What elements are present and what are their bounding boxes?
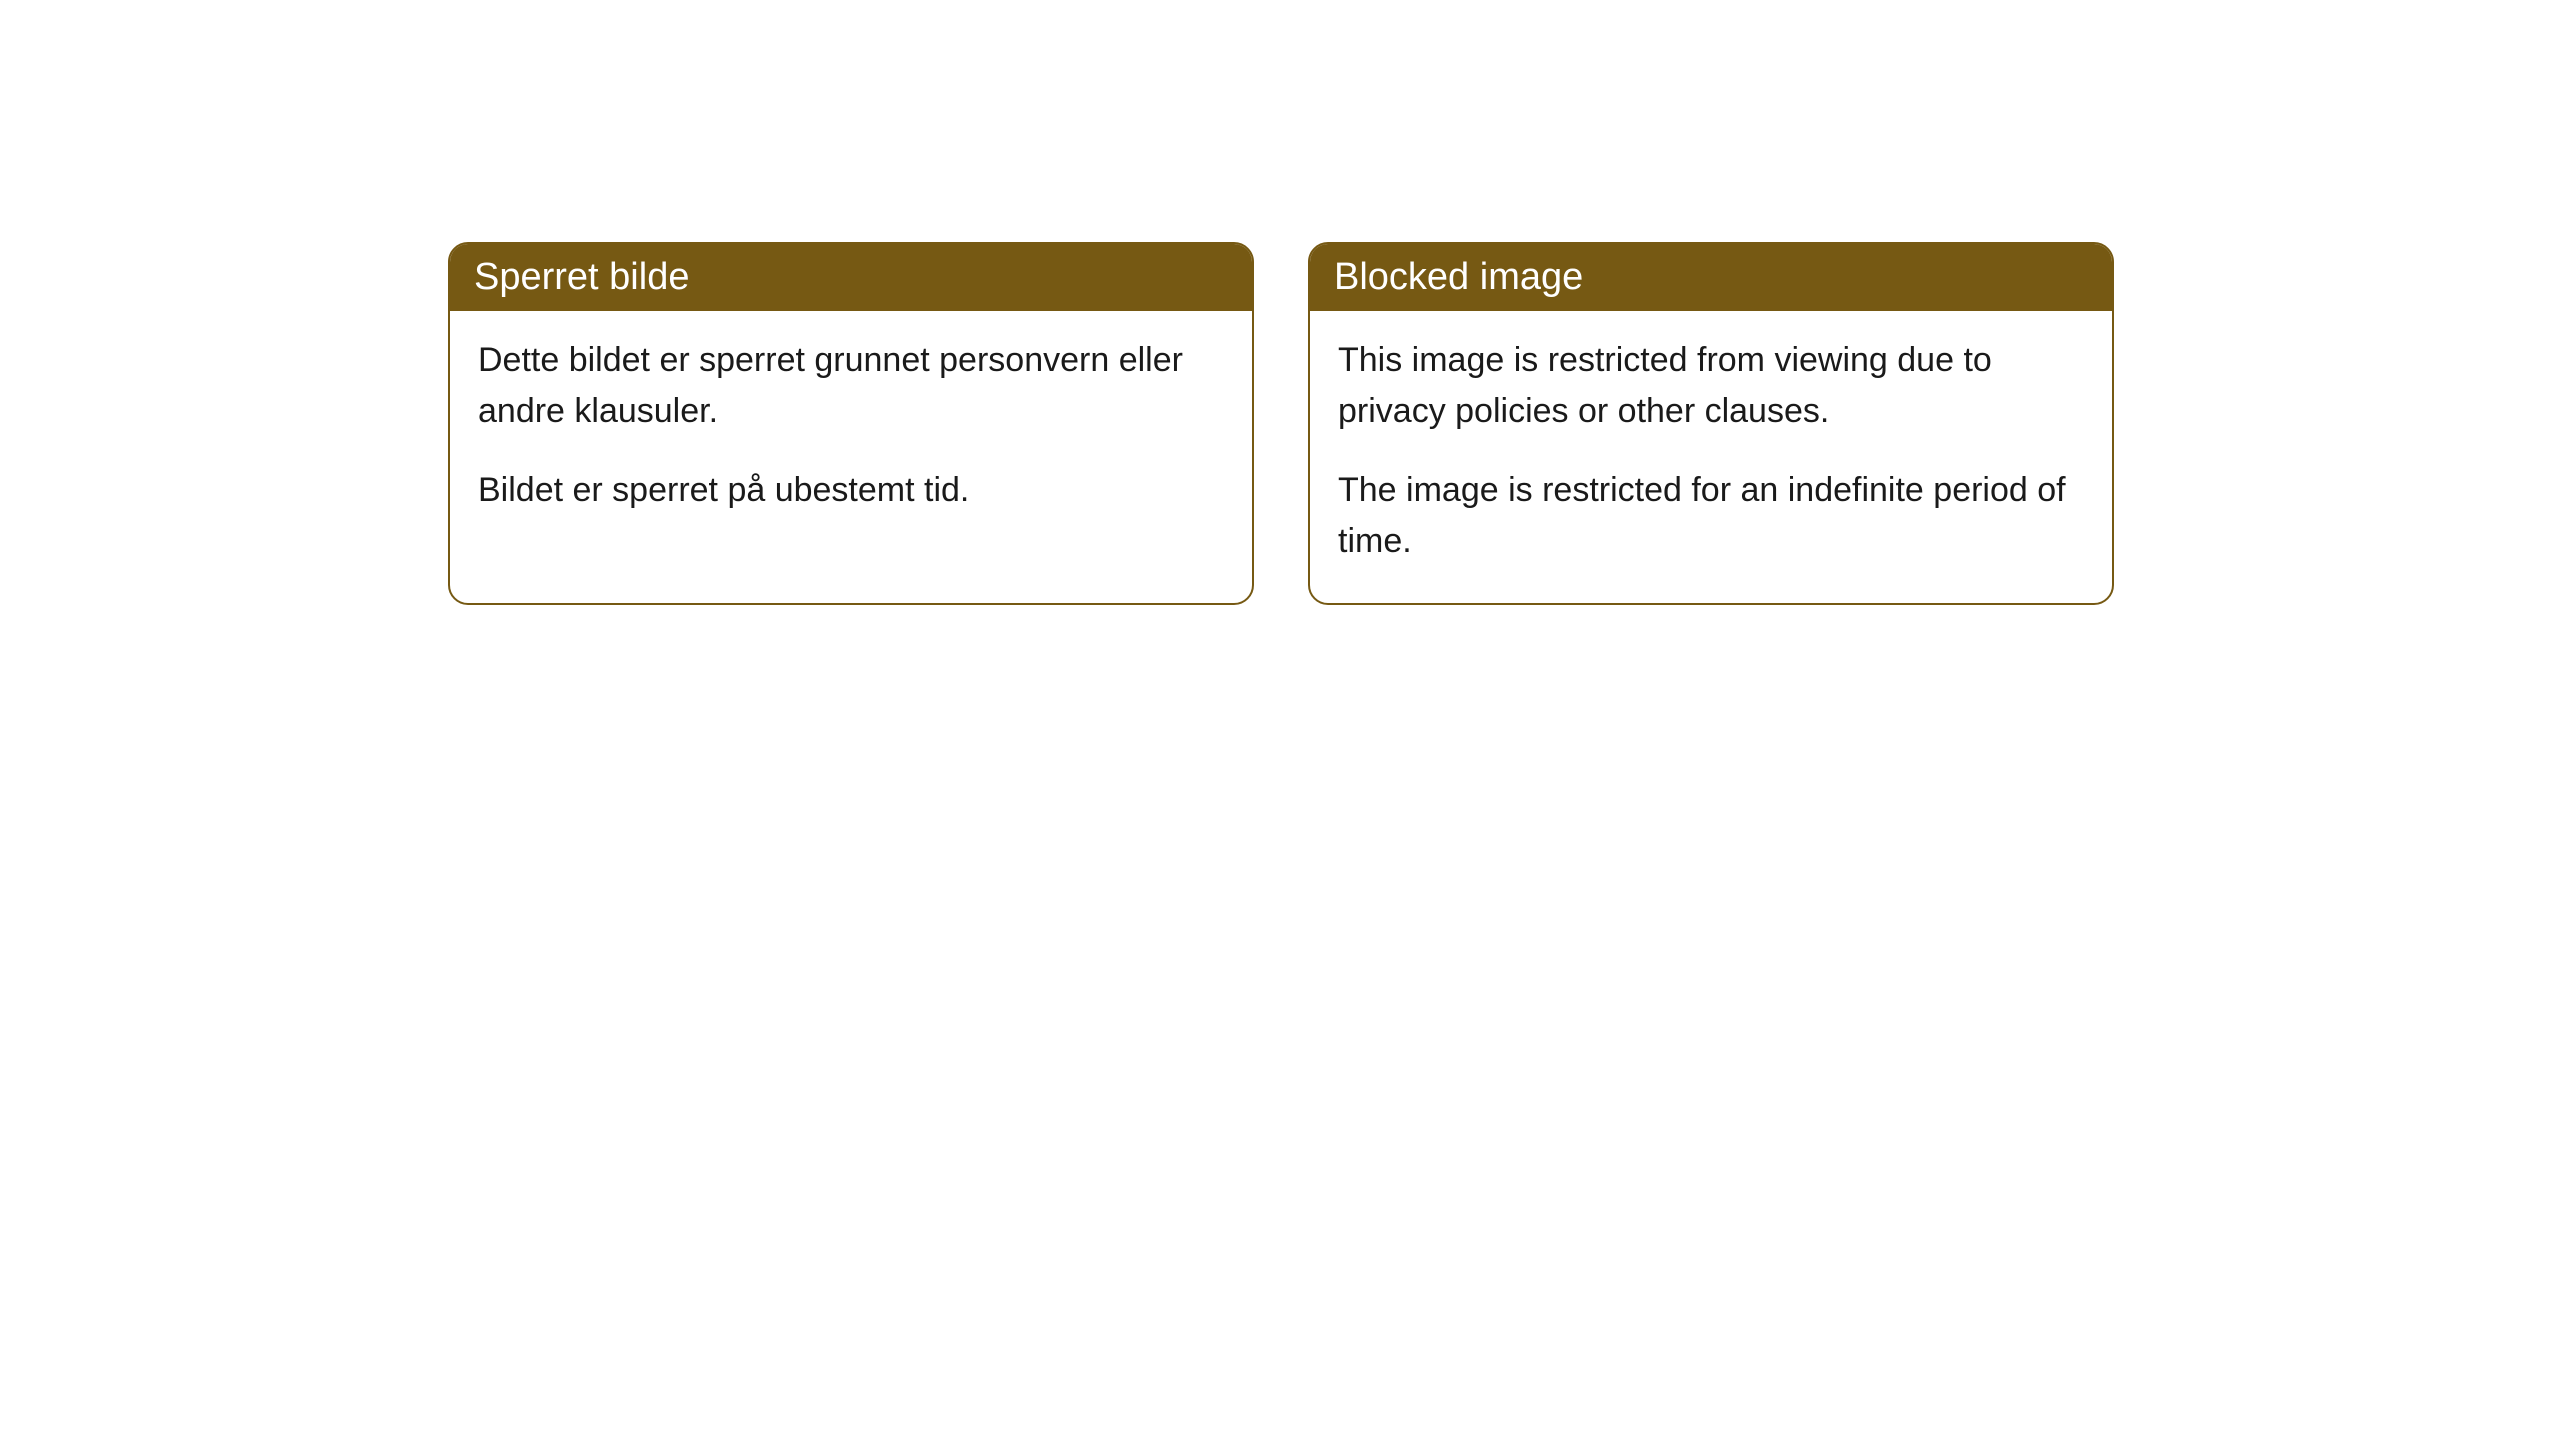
blocked-image-card-norwegian: Sperret bilde Dette bildet er sperret gr… (448, 242, 1254, 605)
card-paragraph-2-english: The image is restricted for an indefinit… (1338, 465, 2084, 567)
card-title-english: Blocked image (1334, 256, 1583, 298)
cards-container: Sperret bilde Dette bildet er sperret gr… (0, 0, 2560, 605)
card-paragraph-2-norwegian: Bildet er sperret på ubestemt tid. (478, 465, 1224, 516)
card-body-english: This image is restricted from viewing du… (1310, 311, 2112, 603)
card-title-norwegian: Sperret bilde (474, 256, 689, 298)
card-paragraph-1-english: This image is restricted from viewing du… (1338, 335, 2084, 437)
card-paragraph-1-norwegian: Dette bildet er sperret grunnet personve… (478, 335, 1224, 437)
card-body-norwegian: Dette bildet er sperret grunnet personve… (450, 311, 1252, 552)
blocked-image-card-english: Blocked image This image is restricted f… (1308, 242, 2114, 605)
card-header-norwegian: Sperret bilde (450, 244, 1252, 311)
card-header-english: Blocked image (1310, 244, 2112, 311)
